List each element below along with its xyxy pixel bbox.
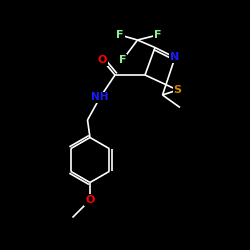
Text: O: O	[98, 55, 107, 65]
Text: F: F	[154, 30, 161, 40]
Text: O: O	[85, 195, 95, 205]
Text: S: S	[174, 85, 182, 95]
Text: F: F	[119, 55, 126, 65]
Text: F: F	[116, 30, 124, 40]
Text: NH: NH	[91, 92, 109, 102]
Text: N: N	[170, 52, 179, 62]
